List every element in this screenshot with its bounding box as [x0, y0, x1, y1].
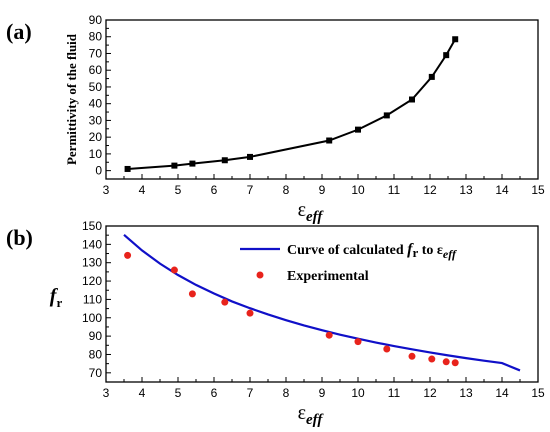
experimental-point — [188, 290, 196, 298]
y-tick-label: 70 — [89, 366, 103, 380]
data-point — [452, 36, 459, 43]
data-point — [189, 160, 196, 167]
y-tick-label: 100 — [82, 311, 102, 325]
y-tick-label: 130 — [82, 256, 102, 270]
x-tick-label: 10 — [351, 386, 365, 400]
x-tick-label: 14 — [495, 183, 509, 197]
x-tick-label: 8 — [283, 183, 290, 197]
legend-curve-label: Curve of calculated fr to εeff — [287, 241, 457, 261]
y-tick-label: 80 — [89, 347, 103, 361]
experimental-point — [325, 331, 333, 339]
y-tick-label: 140 — [82, 237, 102, 251]
panel-a: 3 4 5 6 7 8 9 10 11 12 13 14 15 0 10 20 30 40 50 60 70 80 90 (a… — [6, 13, 545, 225]
calculated-curve — [123, 233, 521, 372]
y-tick-label: 80 — [89, 30, 103, 44]
experimental-point — [428, 355, 436, 363]
y-tick-label: 30 — [89, 113, 103, 127]
y-tick-label: 150 — [82, 219, 102, 233]
x-tick-label: 12 — [423, 183, 437, 197]
x-tick-label: 14 — [495, 386, 509, 400]
x-tick-label: 5 — [175, 183, 182, 197]
x-tick-label: 8 — [283, 386, 290, 400]
x-axis-label: εeff — [298, 402, 325, 428]
experimental-point — [124, 251, 132, 259]
y-tick-label: 10 — [89, 147, 103, 161]
x-tick-label: 4 — [139, 386, 146, 400]
y-axis-label: Permittivity of the fluid — [64, 33, 79, 165]
experimental-point — [451, 359, 459, 367]
experimental-point — [408, 352, 416, 360]
y-tick-label: 60 — [89, 63, 103, 77]
panel-label: (a) — [6, 19, 32, 44]
experimental-point — [442, 358, 450, 366]
panel-b: 3 4 5 6 7 8 9 10 11 12 13 14 15 70 80 90 100 110 120 130 140… — [6, 219, 545, 428]
legend-exp-label: Experimental — [287, 269, 369, 284]
data-point — [409, 96, 415, 103]
x-tick-label: 6 — [211, 386, 218, 400]
x-tick-label: 3 — [103, 386, 110, 400]
series-line — [127, 38, 457, 170]
x-tick-label: 15 — [531, 386, 545, 400]
x-tick-label: 13 — [459, 386, 473, 400]
y-tick-label: 120 — [82, 274, 102, 288]
x-tick-label: 11 — [388, 386, 401, 400]
data-point — [326, 137, 333, 144]
x-tick-label: 15 — [531, 183, 545, 197]
x-tick-label: 9 — [319, 183, 326, 197]
y-axis-label: fr — [50, 285, 63, 310]
data-point — [383, 112, 390, 119]
data-point — [443, 52, 450, 59]
data-point — [124, 165, 131, 172]
data-point — [247, 153, 253, 160]
legend-exp-swatch — [256, 271, 264, 279]
experimental-point — [354, 338, 362, 346]
experimental-point — [170, 266, 178, 274]
x-tick-label: 9 — [319, 386, 326, 400]
y-tick-label: 90 — [89, 329, 103, 343]
data-point — [221, 157, 228, 164]
y-tick-label: 90 — [89, 13, 103, 27]
plot-frame — [105, 19, 539, 180]
x-tick-label: 4 — [139, 183, 146, 197]
data-point — [355, 126, 361, 133]
y-tick-label: 50 — [89, 80, 103, 94]
y-tick-label: 70 — [89, 46, 103, 60]
y-tick-label: 0 — [95, 164, 102, 178]
y-tick-label: 40 — [89, 97, 103, 111]
panel-label: (b) — [6, 225, 33, 250]
x-tick-label: 3 — [103, 183, 110, 197]
x-axis-label: εeff — [298, 199, 325, 225]
y-tick-label: 110 — [83, 292, 102, 306]
x-tick-label: 7 — [247, 386, 254, 400]
data-point — [171, 162, 178, 169]
experimental-point — [221, 298, 229, 306]
x-tick-label: 11 — [388, 183, 401, 197]
x-tick-label: 7 — [247, 183, 254, 197]
experimental-point — [246, 309, 254, 317]
y-tick-label: 20 — [89, 130, 103, 144]
x-tick-label: 6 — [211, 183, 218, 197]
experimental-point — [383, 345, 391, 353]
x-tick-label: 5 — [175, 386, 182, 400]
x-tick-label: 13 — [459, 183, 473, 197]
data-point — [428, 73, 435, 80]
x-tick-label: 10 — [351, 183, 365, 197]
x-tick-label: 12 — [423, 386, 437, 400]
